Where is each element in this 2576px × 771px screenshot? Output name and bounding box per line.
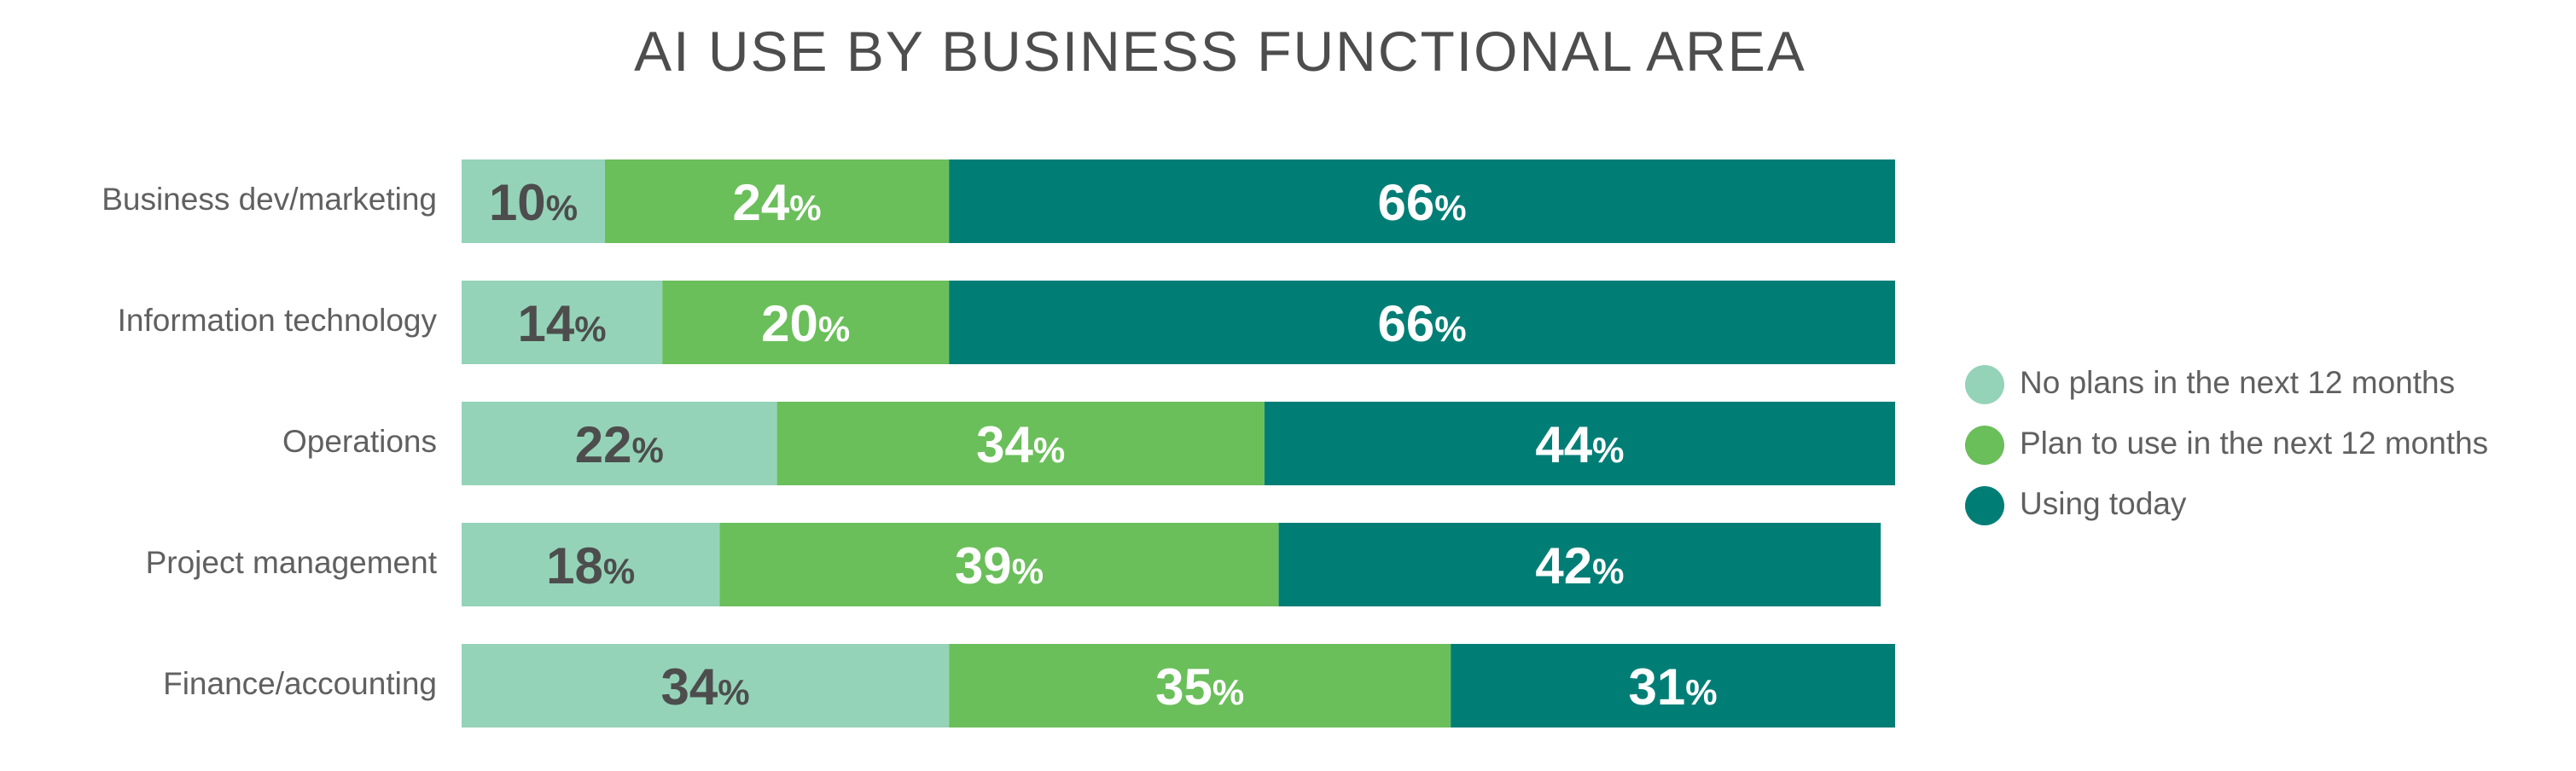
data-label: 34% — [976, 416, 1065, 473]
legend-swatch — [1965, 365, 2004, 404]
data-label: 22% — [575, 416, 664, 473]
data-label: 66% — [1378, 174, 1467, 231]
bar-segment — [605, 159, 950, 243]
data-label: 39% — [955, 537, 1044, 594]
data-label: 14% — [518, 295, 607, 352]
bar-segment — [949, 159, 1895, 243]
legend-swatch — [1965, 426, 2004, 465]
legend-label: Plan to use in the next 12 months — [2020, 426, 2488, 461]
data-label: 20% — [761, 295, 850, 352]
bar-segment — [462, 523, 720, 606]
legend: No plans in the next 12 months Plan to us… — [1965, 365, 2488, 525]
data-label: 18% — [546, 537, 635, 594]
legend-label: No plans in the next 12 months — [2020, 365, 2455, 400]
category-label: Finance/accounting — [163, 666, 437, 701]
bar-segment — [1451, 644, 1895, 728]
bar-segment — [462, 281, 663, 364]
data-label: 42% — [1535, 537, 1624, 594]
category-labels: Business dev/marketing Information techno… — [102, 182, 438, 701]
data-label: 24% — [733, 174, 822, 231]
bar-segment — [1278, 523, 1881, 606]
data-label: 35% — [1155, 658, 1244, 716]
bars-layer: 10% 24% 66% 14% 20% 66% 22% 34% 44% 18% 39% 42% 34% 3… — [462, 159, 1895, 728]
bar-segment — [462, 644, 950, 728]
data-label: 10% — [489, 174, 578, 231]
bar-segment — [662, 281, 950, 364]
category-label: Project management — [146, 545, 438, 580]
legend-label: Using today — [2020, 486, 2187, 521]
bar-segment — [776, 402, 1265, 485]
category-label: Business dev/marketing — [102, 182, 437, 217]
category-label: Information technology — [118, 303, 438, 338]
bar-segment — [949, 281, 1895, 364]
bar-segment — [462, 159, 605, 243]
data-label: 31% — [1629, 658, 1718, 716]
bar-segment — [719, 523, 1279, 606]
bar-segment — [949, 644, 1451, 728]
chart-title: AI USE BY BUSINESS FUNCTIONAL AREA — [634, 20, 1806, 83]
category-label: Operations — [282, 424, 437, 459]
data-label: 34% — [661, 658, 750, 716]
bar-segment — [462, 402, 777, 485]
legend-swatch — [1965, 486, 2004, 525]
data-label: 44% — [1535, 416, 1624, 473]
data-label: 66% — [1378, 295, 1467, 352]
bar-segment — [1264, 402, 1895, 485]
